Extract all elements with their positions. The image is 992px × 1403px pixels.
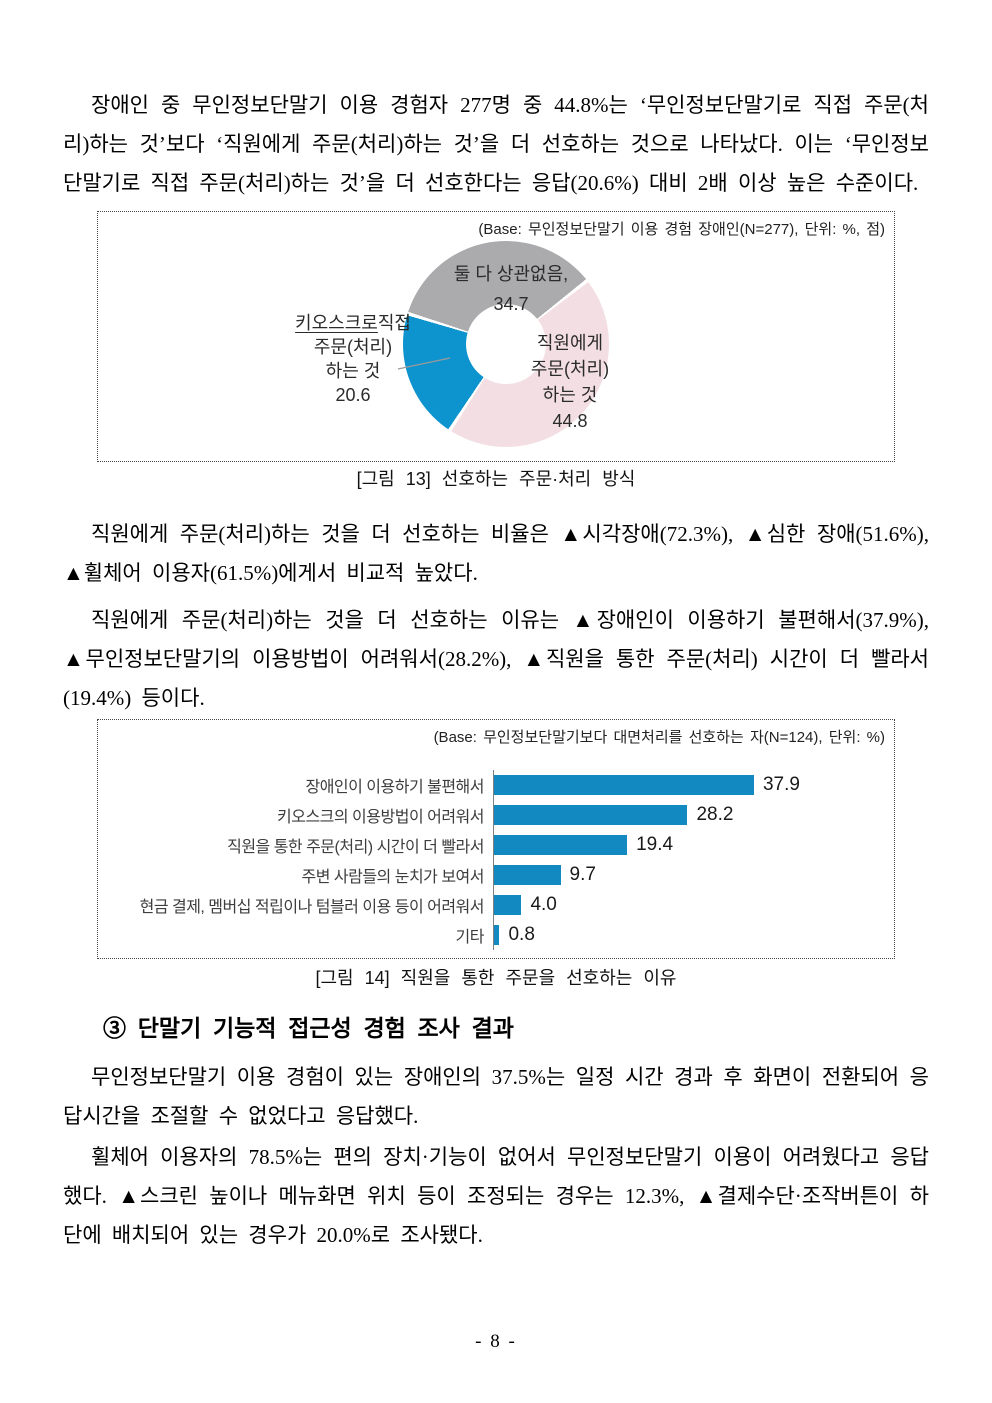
page-number: - 8 - <box>475 1331 517 1352</box>
page-content: 장애인 중 무인정보단말기 이용 경험자 277명 중 44.8%는 ‘무인정보… <box>63 93 929 1247</box>
bar <box>494 925 500 945</box>
paragraph-wheelchair-accessibility: 휠체어 이용자의 78.5%는 편의 장치·기능이 없어서 무인정보단말기 이용… <box>63 1145 929 1247</box>
bar-row: 장애인이 이용하기 불편해서 37.9 <box>98 770 894 800</box>
bar-category-label: 장애인이 이용하기 불편해서 <box>305 779 484 796</box>
pie-label-staff-order: 직원에게 주문(처리) 하는 것 44.8 <box>530 333 610 431</box>
pie-label-kiosk-rest: 직접 주문(처리) 하는 것 20.6 <box>313 313 411 405</box>
bar-value-label: 19.4 <box>636 834 674 855</box>
figure13-caption: [그림 13] 선호하는 주문·처리 방식 <box>356 469 636 489</box>
bar <box>494 805 688 825</box>
bar-zone: 4.0 <box>493 890 894 920</box>
bar-row: 직원을 통한 주문(처리) 시간이 더 빨라서 19.4 <box>98 830 894 860</box>
figure13-base-note: (Base: 무인정보단말기 이용 경험 장애인(N=277), 단위: %, … <box>478 221 885 238</box>
figure14-caption: [그림 14] 직원을 통한 주문을 선호하는 이유 <box>315 968 677 988</box>
paragraph-screen-timeout: 무인정보단말기 이용 경험이 있는 장애인의 37.5%는 일정 시간 경과 후… <box>63 1065 929 1128</box>
bar-value-label: 0.8 <box>508 924 535 945</box>
figure13-chart-box: (Base: 무인정보단말기 이용 경험 장애인(N=277), 단위: %, … <box>97 211 895 462</box>
bar-row: 주변 사람들의 눈치가 보여서 9.7 <box>98 860 894 890</box>
bar-row: 기타 0.8 <box>98 920 894 950</box>
bar-value-label: 4.0 <box>530 894 557 915</box>
bar-zone: 19.4 <box>493 830 894 860</box>
donut-hole <box>466 304 546 384</box>
bar-value-label: 37.9 <box>762 774 800 795</box>
bar-zone: 0.8 <box>493 920 894 950</box>
bar <box>494 865 561 885</box>
figure14-base-note: (Base: 무인정보단말기보다 대면처리를 선호하는 자(N=124), 단위… <box>433 729 885 746</box>
bar-row: 키오스크의 이용방법이 어려워서 28.2 <box>98 800 894 830</box>
bar <box>494 895 522 915</box>
pie-label-no-preference: 둘 다 상관없음, 34.7 <box>453 264 569 314</box>
paragraph-preference-reasons: 직원에게 주문(처리)하는 것을 더 선호하는 이유는 ▲장애인이 이용하기 불… <box>63 608 929 710</box>
bar <box>494 835 628 855</box>
bar-zone: 37.9 <box>493 770 894 800</box>
pie-label-kiosk-line1: 키오스크로 <box>295 313 378 333</box>
bar-category-label: 주변 사람들의 눈치가 보여서 <box>301 869 485 886</box>
bar-category-label: 키오스크의 이용방법이 어려워서 <box>277 809 484 826</box>
section-heading-3: ③ 단말기 기능적 접근성 경험 조사 결과 <box>103 1016 514 1041</box>
bar-value-label: 9.7 <box>569 864 596 885</box>
bar-value-label: 28.2 <box>696 804 734 825</box>
figure14-chart-box: (Base: 무인정보단말기보다 대면처리를 선호하는 자(N=124), 단위… <box>97 719 895 959</box>
bar-zone: 28.2 <box>493 800 894 830</box>
bar-rows: 장애인이 이용하기 불편해서 37.9 키오스크의 이용방법이 어려워서 28.2 직원… <box>98 770 894 950</box>
bar <box>494 775 754 795</box>
bar-category-label: 현금 결제, 멤버십 적립이나 텀블러 이용 등이 어려워서 <box>139 899 485 916</box>
paragraph-preference-summary: 장애인 중 무인정보단말기 이용 경험자 277명 중 44.8%는 ‘무인정보… <box>63 93 929 195</box>
paragraph-preference-by-group: 직원에게 주문(처리)하는 것을 더 선호하는 비율은 ▲시각장애(72.3%)… <box>63 522 929 585</box>
bar-zone: 9.7 <box>493 860 894 890</box>
bar-category-label: 직원을 통한 주문(처리) 시간이 더 빨라서 <box>227 839 484 856</box>
bar-row: 현금 결제, 멤버십 적립이나 텀블러 이용 등이 어려워서 4.0 <box>98 890 894 920</box>
bar-category-label: 기타 <box>455 929 485 946</box>
pie-label-kiosk-order: 키오스크로직접 주문(처리) 하는 것 20.6 <box>273 311 433 407</box>
